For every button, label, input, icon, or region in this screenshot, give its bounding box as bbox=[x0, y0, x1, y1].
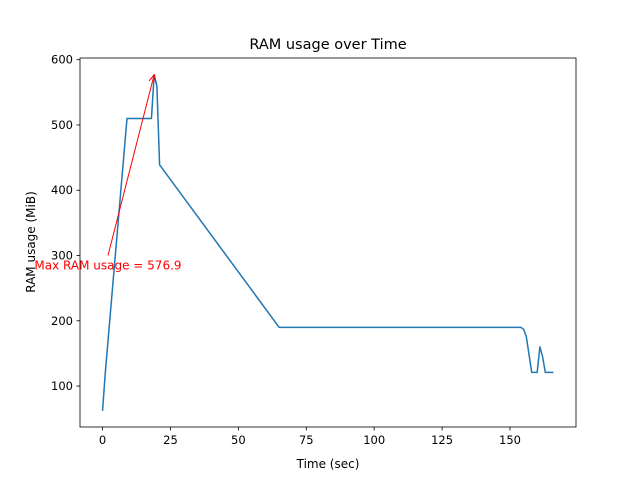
x-tick-label: 25 bbox=[163, 433, 178, 447]
y-tick-label: 500 bbox=[51, 118, 73, 132]
y-tick-label: 200 bbox=[51, 314, 73, 328]
plot-area bbox=[80, 58, 576, 427]
y-tick-label: 100 bbox=[51, 379, 73, 393]
y-tick-label: 600 bbox=[51, 53, 73, 67]
y-axis-label: RAM usage (MiB) bbox=[24, 191, 38, 293]
x-tick-label: 150 bbox=[499, 433, 521, 447]
y-tick-label: 400 bbox=[51, 183, 73, 197]
x-axis-ticks: 0 25 50 75 100 125 150 bbox=[99, 427, 521, 447]
y-tick-label: 300 bbox=[51, 249, 73, 263]
x-tick-label: 125 bbox=[431, 433, 453, 447]
ram-usage-line bbox=[101, 73, 554, 411]
max-ram-annotation: Max RAM usage = 576.9 bbox=[34, 73, 182, 273]
x-tick-label: 100 bbox=[363, 433, 385, 447]
x-axis-label: Time (sec) bbox=[296, 457, 360, 471]
x-tick-label: 0 bbox=[99, 433, 106, 447]
chart-title: RAM usage over Time bbox=[249, 37, 406, 53]
y-axis-ticks: 100 200 300 400 500 600 bbox=[51, 53, 80, 393]
annotation-arrowhead bbox=[148, 73, 157, 83]
x-tick-label: 75 bbox=[299, 433, 314, 447]
x-tick-label: 50 bbox=[231, 433, 246, 447]
annotation-arrow bbox=[107, 74, 155, 256]
annotation-label: Max RAM usage = 576.9 bbox=[34, 259, 181, 273]
plot-frame bbox=[79, 57, 577, 428]
